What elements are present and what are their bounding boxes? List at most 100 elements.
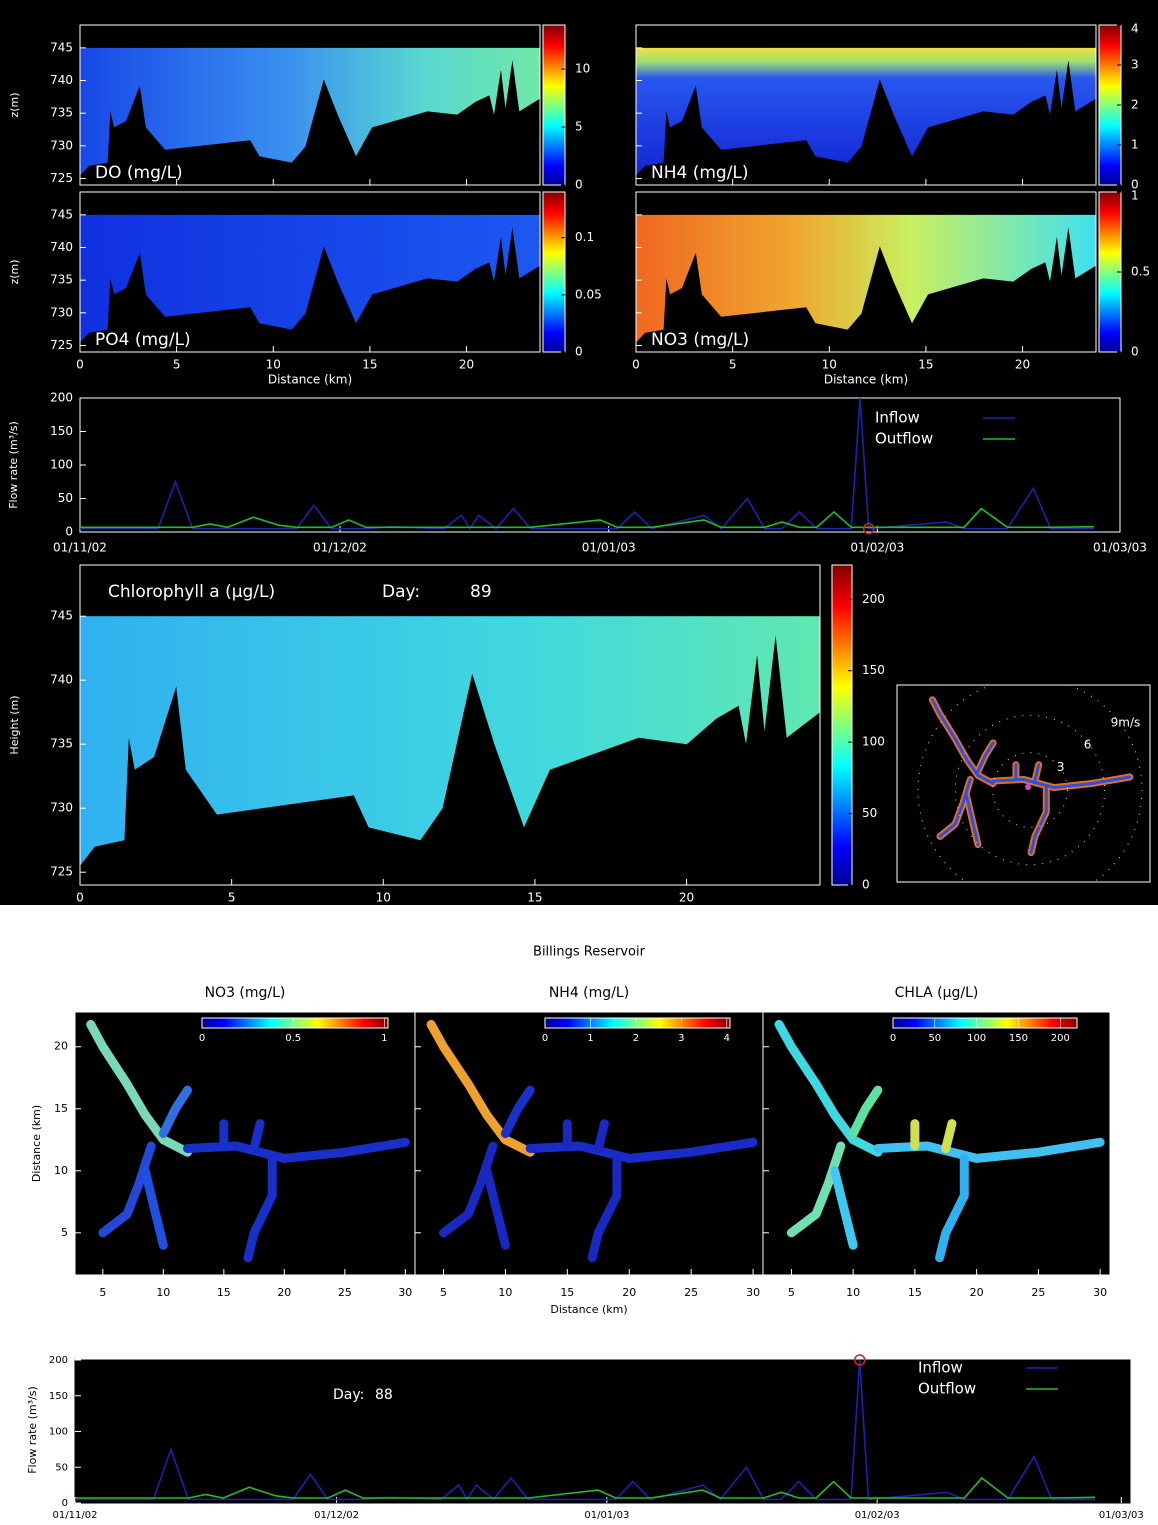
reservoir-arm (598, 1124, 604, 1149)
y-tick-label: 0 (62, 1498, 68, 1509)
x-tick-label: 10 (498, 1286, 512, 1299)
x-tick-label: 01/03/03 (1093, 541, 1147, 555)
x-tick-label: 10 (376, 891, 391, 905)
x-tick-label: 01/12/02 (314, 1510, 359, 1521)
x-tick-label: 5 (729, 358, 737, 372)
day-label: Day: (382, 582, 420, 602)
x-tick-label: 01/11/02 (53, 1510, 98, 1521)
colorbar-tick-label: 1 (587, 1033, 593, 1044)
x-tick-label: 01/01/03 (582, 541, 636, 555)
colorbar (202, 1018, 388, 1028)
y-tick-label: 745 (50, 40, 73, 54)
colorbar (832, 565, 852, 885)
colorbar-tick-label: 0 (1131, 345, 1139, 359)
y-tick-label: 50 (58, 491, 73, 505)
x-tick-label: 25 (338, 1286, 352, 1299)
x-tick-label: 15 (362, 358, 377, 372)
colorbar-tick-label: 5 (575, 120, 583, 134)
x-tick-label: 20 (1015, 358, 1030, 372)
y-tick-label: 745 (50, 609, 73, 623)
map-title: CHLA (µg/L) (895, 985, 979, 1001)
reservoir-arm (946, 1124, 952, 1149)
x-tick-label: 15 (908, 1286, 922, 1299)
colorbar-tick-label: 150 (1009, 1033, 1028, 1044)
wind-ring-label: 3 (1057, 760, 1065, 774)
x-tick-label: 20 (970, 1286, 984, 1299)
y-tick-label: 725 (50, 171, 73, 185)
x-tick-label: 01/11/02 (53, 541, 107, 555)
x-tick-label: 01/01/03 (584, 1510, 629, 1521)
x-tick-label: 5 (228, 891, 236, 905)
x-axis-label: Distance (km) (550, 1303, 627, 1316)
page: 725730735740745DO (mg/L)z(m)0510NH4 (mg/… (0, 0, 1158, 1521)
x-tick-label: 10 (822, 358, 837, 372)
y-tick-label: 200 (50, 391, 73, 405)
day-value: 89 (470, 582, 492, 602)
y-tick-label: 730 (50, 305, 73, 319)
y-tick-label: 725 (50, 865, 73, 879)
x-tick-label: 10 (266, 358, 281, 372)
colorbar-tick-label: 50 (862, 806, 877, 820)
x-tick-label: 30 (746, 1286, 760, 1299)
y-tick-label: 735 (50, 273, 73, 287)
colorbar-tick-label: 200 (1051, 1033, 1070, 1044)
colorbar-tick-label: 0.1 (575, 230, 594, 244)
colorbar-tick-label: 0.05 (575, 287, 602, 301)
y-axis-label: z(m) (8, 259, 21, 284)
colorbar-tick-label: 150 (862, 663, 885, 677)
map-area (763, 1012, 1110, 1275)
colorbar-tick-label: 4 (724, 1033, 730, 1044)
x-tick-label: 30 (1093, 1286, 1107, 1299)
y-axis-label: z(m) (8, 92, 21, 117)
x-tick-label: 15 (527, 891, 542, 905)
colorbar-tick-label: 0 (575, 178, 583, 192)
colorbar-tick-label: 3 (678, 1033, 684, 1044)
colorbar-tick-label: 0.5 (285, 1033, 301, 1044)
colorbar-tick-label: 0 (862, 878, 870, 892)
x-tick-label: 5 (788, 1286, 795, 1299)
y-tick-label: 50 (55, 1462, 68, 1473)
map-title: NO3 (mg/L) (205, 985, 286, 1001)
colorbar-tick-label: 0 (542, 1033, 548, 1044)
colorbar-tick-label: 0 (890, 1033, 896, 1044)
x-tick-label: 10 (156, 1286, 170, 1299)
map-title: NH4 (mg/L) (549, 985, 629, 1001)
y-tick-label: 0 (65, 525, 73, 539)
x-tick-label: 0 (76, 891, 84, 905)
y-axis-label: Flow rate (m³/s) (26, 1386, 39, 1474)
x-tick-label: 25 (1031, 1286, 1045, 1299)
colorbar-tick-label: 1 (381, 1033, 387, 1044)
colorbar-tick-label: 4 (1131, 22, 1139, 36)
panel-title: PO4 (mg/L) (95, 330, 191, 350)
legend-label: Outflow (918, 1380, 976, 1398)
x-tick-label: 5 (173, 358, 181, 372)
colorbar-tick-label: 0.5 (1131, 265, 1150, 279)
reservoir-arm (254, 1124, 260, 1149)
x-tick-label: 01/02/03 (855, 1510, 900, 1521)
y-tick-label: 740 (50, 73, 73, 87)
y-axis-label: Height (m) (8, 695, 21, 754)
y-tick-label: 100 (49, 1427, 68, 1438)
wind-ring-label: 6 (1084, 738, 1092, 752)
x-tick-label: 20 (459, 358, 474, 372)
colorbar-tick-label: 2 (1131, 98, 1139, 112)
colorbar-tick-label: 0 (575, 345, 583, 359)
panel-title: NH4 (mg/L) (651, 163, 749, 183)
y-tick-label: 20 (54, 1040, 68, 1053)
x-tick-label: 01/03/03 (1099, 1510, 1144, 1521)
colorbar-tick-label: 100 (862, 735, 885, 749)
colorbar (543, 25, 565, 185)
map-area (75, 1012, 415, 1275)
x-tick-label: 0 (632, 358, 640, 372)
y-tick-label: 745 (50, 207, 73, 221)
y-tick-label: 15 (54, 1102, 68, 1115)
figure-title: Billings Reservoir (533, 945, 646, 960)
y-tick-label: 725 (50, 338, 73, 352)
x-tick-label: 20 (622, 1286, 636, 1299)
colorbar-tick-label: 10 (575, 62, 590, 76)
x-tick-label: 30 (398, 1286, 412, 1299)
x-tick-label: 0 (76, 358, 84, 372)
figure: 725730735740745DO (mg/L)z(m)0510NH4 (mg/… (0, 0, 1158, 1521)
colorbar (543, 192, 565, 352)
panel-title: NO3 (mg/L) (651, 330, 749, 350)
